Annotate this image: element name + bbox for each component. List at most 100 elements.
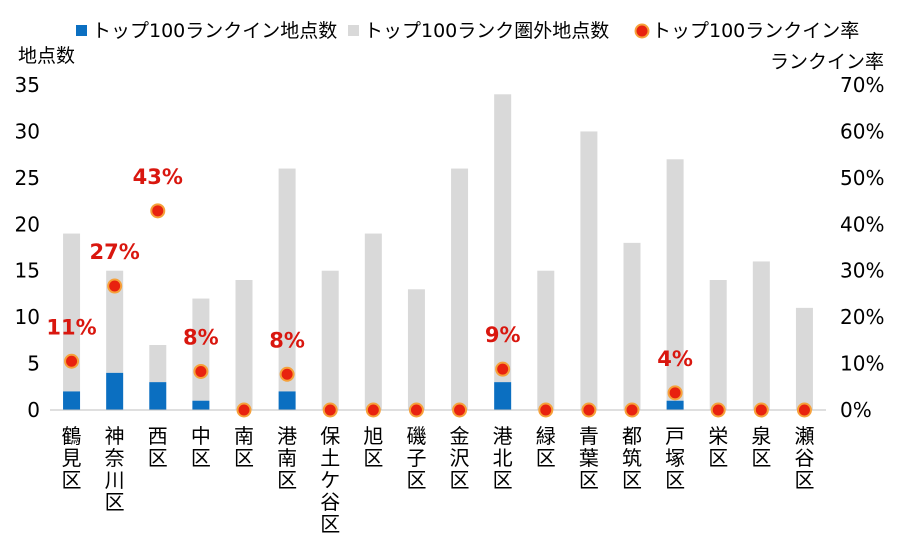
rate-data-label: 43% bbox=[133, 165, 183, 189]
legend-item: トップ100ランク圏外地点数 bbox=[348, 20, 609, 42]
legend: トップ100ランクイン地点数 トップ100ランク圏外地点数 トップ100ランクイン率 bbox=[76, 20, 859, 42]
x-tick-label: 港北区 bbox=[493, 424, 513, 492]
rate-point bbox=[753, 402, 769, 418]
bar-out-of-rank bbox=[623, 242, 641, 410]
legend-label: トップ100ランクイン率 bbox=[652, 20, 859, 42]
x-tick-label: 南区 bbox=[234, 424, 254, 470]
rate-point bbox=[581, 402, 597, 418]
x-tick-label: 金沢区 bbox=[450, 424, 470, 492]
x-tick-label: 鶴見区 bbox=[62, 424, 82, 492]
rate-point bbox=[193, 363, 209, 379]
legend-swatch bbox=[634, 23, 650, 39]
rate-data-label: 9% bbox=[485, 323, 521, 347]
bar-in-rank bbox=[63, 391, 81, 410]
bar-out-of-rank bbox=[666, 159, 684, 401]
legend-swatch bbox=[348, 25, 359, 36]
rate-point bbox=[150, 203, 166, 219]
x-tick-label: 磯子区 bbox=[406, 424, 426, 492]
bar-out-of-rank bbox=[537, 270, 555, 410]
x-tick-label: 港南区 bbox=[277, 424, 297, 492]
x-tick-label: 泉区 bbox=[751, 424, 771, 470]
rate-point bbox=[365, 402, 381, 418]
rate-point bbox=[538, 402, 554, 418]
y-tick-right: 60% bbox=[840, 119, 884, 143]
bar-out-of-rank bbox=[364, 233, 382, 410]
rate-point bbox=[236, 402, 252, 418]
bar-out-of-rank bbox=[451, 168, 469, 410]
x-tick-label: 中区 bbox=[191, 424, 211, 470]
y-axis-left: 0 5 10 15 20 25 30 35 bbox=[15, 73, 40, 422]
rate-data-label: 8% bbox=[269, 328, 305, 352]
y-tick-right: 0% bbox=[840, 398, 872, 422]
data-labels: 11% 27% 43% 8% 8% 9% 4% bbox=[46, 165, 693, 371]
bar-in-rank bbox=[106, 372, 124, 410]
x-tick-label: 保土ケ谷区 bbox=[320, 424, 340, 536]
bar-in-rank bbox=[494, 382, 512, 410]
rate-point bbox=[452, 402, 468, 418]
rate-data-label: 27% bbox=[90, 240, 140, 264]
y-tick-left: 30 bbox=[15, 119, 40, 143]
legend-label: トップ100ランク圏外地点数 bbox=[364, 20, 609, 42]
x-tick-label: 青葉区 bbox=[579, 424, 599, 492]
bar-out-of-rank bbox=[580, 131, 598, 410]
rate-points bbox=[64, 203, 812, 418]
bar-in-rank bbox=[149, 382, 167, 410]
rate-point bbox=[796, 402, 812, 418]
y-tick-left: 35 bbox=[15, 73, 40, 97]
bar-out-of-rank bbox=[795, 307, 813, 410]
x-tick-label: 西区 bbox=[148, 424, 168, 470]
rate-data-label: 11% bbox=[46, 315, 96, 339]
bar-out-of-rank bbox=[407, 289, 425, 410]
y-tick-right: 40% bbox=[840, 212, 884, 236]
x-tick-label: 緑区 bbox=[536, 424, 556, 470]
y-axis-title-right: ランクイン率 bbox=[770, 51, 884, 73]
bar-out-of-rank bbox=[106, 270, 124, 373]
y-tick-left: 20 bbox=[15, 212, 40, 236]
rate-point bbox=[710, 402, 726, 418]
y-axis-title-left: 地点数 bbox=[18, 45, 75, 67]
x-tick-label: 戸塚区 bbox=[665, 424, 685, 492]
rate-point bbox=[495, 361, 511, 377]
bar-in-rank bbox=[192, 400, 210, 410]
legend-item: トップ100ランクイン率 bbox=[634, 20, 859, 42]
bar-out-of-rank bbox=[63, 233, 81, 392]
y-tick-left: 0 bbox=[27, 398, 40, 422]
x-tick-label: 神奈川区 bbox=[105, 424, 125, 514]
x-tick-label: 都筑区 bbox=[622, 424, 642, 492]
bar-out-of-rank bbox=[321, 270, 339, 410]
y-tick-right: 10% bbox=[840, 352, 884, 376]
legend-swatch bbox=[76, 25, 87, 36]
legend-item: トップ100ランクイン地点数 bbox=[76, 20, 337, 42]
rate-point bbox=[408, 402, 424, 418]
y-tick-right: 20% bbox=[840, 305, 884, 329]
bars bbox=[63, 94, 813, 410]
y-tick-left: 15 bbox=[15, 259, 40, 283]
bar-in-rank bbox=[666, 400, 684, 410]
rate-data-label: 8% bbox=[183, 325, 219, 349]
y-tick-left: 10 bbox=[15, 305, 40, 329]
y-tick-right: 30% bbox=[840, 259, 884, 283]
y-axis-right: 0% 10% 20% 30% 40% 50% 60% 70% bbox=[840, 73, 884, 422]
bar-out-of-rank bbox=[192, 298, 210, 401]
rate-point bbox=[279, 366, 295, 382]
bar-out-of-rank bbox=[752, 261, 770, 410]
rate-point bbox=[107, 278, 123, 294]
x-tick-label: 旭区 bbox=[363, 424, 383, 470]
bar-out-of-rank bbox=[235, 280, 253, 410]
x-tick-label: 栄区 bbox=[708, 424, 728, 470]
y-tick-right: 50% bbox=[840, 166, 884, 190]
bar-out-of-rank bbox=[149, 345, 167, 383]
rate-point bbox=[667, 385, 683, 401]
rate-point bbox=[64, 353, 80, 369]
bar-out-of-rank bbox=[494, 94, 512, 383]
bar-in-rank bbox=[278, 391, 296, 410]
y-tick-left: 5 bbox=[27, 352, 40, 376]
y-tick-right: 70% bbox=[840, 73, 884, 97]
y-tick-left: 25 bbox=[15, 166, 40, 190]
bar-out-of-rank bbox=[709, 280, 727, 410]
rate-point bbox=[322, 402, 338, 418]
x-tick-label: 瀬谷区 bbox=[794, 424, 814, 492]
bar-out-of-rank bbox=[278, 168, 296, 392]
